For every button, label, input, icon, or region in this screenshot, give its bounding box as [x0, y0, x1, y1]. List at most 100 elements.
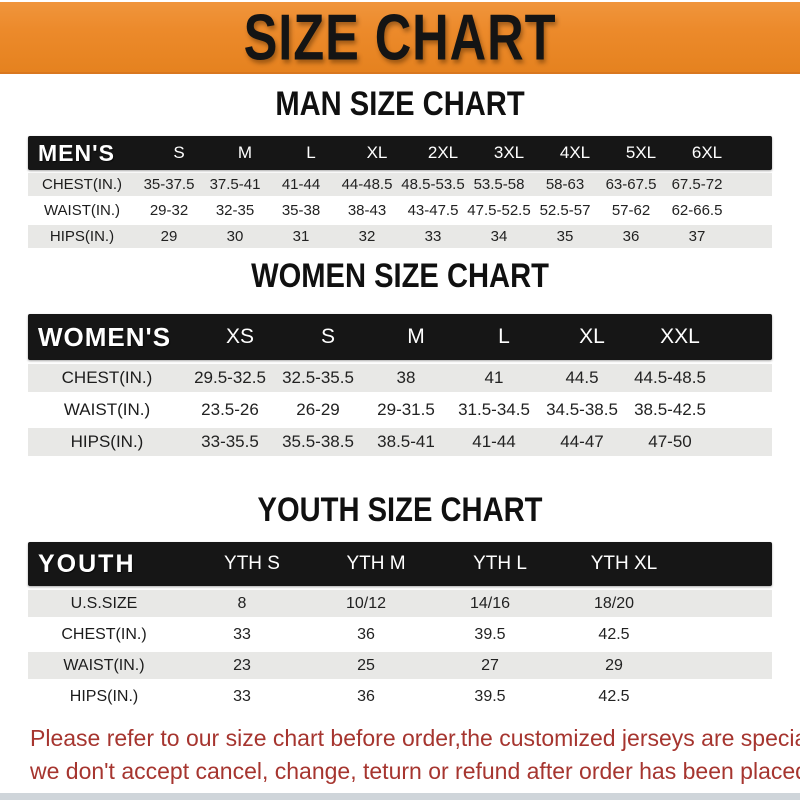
men-cell-value: 31 — [292, 228, 310, 245]
men-cell-value: 62-66.5 — [671, 202, 723, 219]
men-size-table: MEN'S S M L XL 2XL 3XL 4XL 5XL 6XL CHEST(IN.) 35-37… — [28, 136, 772, 248]
youth-column-header: YTH M — [346, 553, 406, 574]
women-row-label: CHEST(IN.) — [61, 368, 153, 387]
women-column-header: XS — [225, 325, 254, 348]
youth-cell-value: 42.5 — [598, 687, 630, 705]
men-cell-value: 52.5-57 — [539, 202, 591, 219]
women-cell-value: 44.5-48.5 — [634, 368, 706, 387]
youth-cell-value: 33 — [233, 625, 251, 643]
men-cell-value: 29-32 — [149, 202, 189, 219]
youth-column-header: YTH XL — [590, 553, 658, 574]
youth-table-row: CHEST(IN.) 33 36 39.5 42.5 — [28, 621, 772, 648]
men-column-header: 3XL — [493, 143, 525, 162]
youth-cell-value: 42.5 — [598, 625, 630, 643]
youth-cell-value: 18/20 — [593, 594, 635, 612]
women-row-label: WAIST(IN.) — [63, 400, 151, 419]
men-cell-value: 67.5-72 — [671, 176, 723, 193]
youth-column-header: YTH S — [224, 553, 280, 574]
women-table-label: WOMEN'S — [38, 321, 172, 352]
women-row-label: HIPS(IN.) — [70, 432, 144, 451]
youth-section-heading: YOUTH SIZE CHART — [257, 489, 543, 530]
women-cell-value: 38 — [396, 368, 416, 387]
youth-cell-value: 33 — [233, 687, 251, 705]
women-cell-value: 34.5-38.5 — [546, 400, 618, 419]
youth-table-row: U.S.SIZE 8 10/12 14/16 18/20 — [28, 590, 772, 617]
men-cell-value: 44-48.5 — [341, 176, 393, 193]
youth-cell-value: 39.5 — [474, 687, 506, 705]
youth-cell-value: 27 — [481, 656, 499, 674]
men-cell-value: 58-63 — [545, 176, 585, 193]
women-cell-value: 31.5-34.5 — [458, 400, 530, 419]
men-cell-value: 57-62 — [611, 202, 651, 219]
women-column-header: L — [498, 325, 510, 348]
men-column-header: S — [173, 143, 185, 162]
men-cell-value: 37 — [688, 228, 706, 245]
women-table-row: CHEST(IN.) 29.5-32.5 32.5-35.5 38 41 44.5 44.5… — [28, 364, 772, 392]
women-table-row: WAIST(IN.) 23.5-26 26-29 29-31.5 31.5-34.5 34… — [28, 396, 772, 424]
women-cell-value: 44-47 — [560, 432, 604, 451]
women-column-header: XL — [579, 325, 605, 348]
women-cell-value: 32.5-35.5 — [282, 368, 354, 387]
youth-column-header: YTH L — [473, 553, 527, 574]
men-table-header-bar: MEN'S S M L XL 2XL 3XL 4XL 5XL 6XL — [28, 136, 772, 170]
women-size-table: WOMEN'S XS S M L XL XXL CHEST(IN.) 29.5-32.5 32.5… — [28, 314, 772, 456]
men-cell-value: 32-35 — [215, 202, 255, 219]
page-title: SIZE CHART — [243, 0, 557, 73]
footer-note: Please refer to our size chart before or… — [30, 722, 800, 788]
men-cell-value: 29 — [160, 228, 178, 245]
women-cell-value: 41 — [484, 368, 504, 387]
bottom-border — [0, 793, 800, 800]
men-cell-value: 34 — [490, 228, 508, 245]
men-cell-value: 35 — [556, 228, 574, 245]
women-section-heading: WOMEN SIZE CHART — [251, 255, 549, 296]
men-column-header: M — [237, 143, 253, 162]
women-cell-value: 29-31.5 — [377, 400, 435, 419]
youth-row-label: WAIST(IN.) — [63, 656, 145, 674]
men-cell-value: 33 — [424, 228, 442, 245]
women-cell-value: 29.5-32.5 — [194, 368, 266, 387]
men-cell-value: 41-44 — [281, 176, 321, 193]
women-table-row: HIPS(IN.) 33-35.5 35.5-38.5 38.5-41 41-44 44-… — [28, 428, 772, 456]
youth-table-header-bar: YOUTH YTH S YTH M YTH L YTH XL — [28, 542, 772, 586]
men-cell-value: 35-37.5 — [143, 176, 195, 193]
men-row-label: WAIST(IN.) — [43, 202, 121, 219]
youth-row-label: HIPS(IN.) — [69, 687, 139, 705]
women-cell-value: 41-44 — [472, 432, 516, 451]
youth-row-label: U.S.SIZE — [70, 594, 138, 612]
men-section-heading: MAN SIZE CHART — [275, 83, 525, 124]
banner: SIZE CHART — [0, 2, 800, 74]
youth-cell-value: 23 — [233, 656, 251, 674]
men-column-header: 6XL — [691, 143, 723, 162]
men-cell-value: 30 — [226, 228, 244, 245]
youth-cell-value: 14/16 — [469, 594, 511, 612]
men-column-header: L — [306, 143, 316, 162]
men-cell-value: 53.5-58 — [473, 176, 525, 193]
women-column-header: S — [320, 325, 335, 348]
footer-line-1: Please refer to our size chart before or… — [30, 725, 800, 751]
youth-size-table: YOUTH YTH S YTH M YTH L YTH XL U.S.SIZE 8 10/12… — [28, 542, 772, 710]
men-column-header: 5XL — [625, 143, 657, 162]
youth-cell-value: 8 — [237, 594, 247, 612]
men-table-label: MEN'S — [38, 139, 115, 166]
youth-cell-value: 29 — [605, 656, 623, 674]
men-cell-value: 47.5-52.5 — [467, 202, 531, 219]
youth-cell-value: 25 — [357, 656, 375, 674]
men-column-header: 4XL — [559, 143, 591, 162]
women-cell-value: 38.5-42.5 — [634, 400, 706, 419]
youth-cell-value: 10/12 — [345, 594, 387, 612]
men-row-label: HIPS(IN.) — [49, 228, 115, 245]
men-column-header: XL — [366, 143, 388, 162]
men-column-header: 2XL — [427, 143, 459, 162]
youth-cell-value: 36 — [357, 687, 375, 705]
men-table-row: WAIST(IN.) 29-32 32-35 35-38 38-43 43-47.5 47.… — [28, 199, 772, 222]
men-cell-value: 35-38 — [281, 202, 321, 219]
women-cell-value: 47-50 — [648, 432, 692, 451]
men-table-row: HIPS(IN.) 29 30 31 32 33 34 35 36 37 — [28, 225, 772, 248]
youth-cell-value: 39.5 — [474, 625, 506, 643]
men-cell-value: 43-47.5 — [407, 202, 459, 219]
women-cell-value: 33-35.5 — [201, 432, 259, 451]
men-cell-value: 36 — [622, 228, 640, 245]
youth-table-label: YOUTH — [38, 549, 136, 578]
men-cell-value: 38-43 — [347, 202, 387, 219]
